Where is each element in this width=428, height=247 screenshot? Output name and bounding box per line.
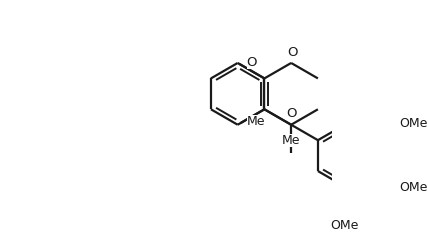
Text: O: O (286, 107, 297, 120)
Text: O: O (288, 46, 298, 59)
Text: Me: Me (282, 134, 300, 147)
Text: OMe: OMe (399, 118, 428, 130)
Text: O: O (247, 56, 257, 69)
Text: OMe: OMe (330, 219, 359, 232)
Text: OMe: OMe (399, 181, 428, 194)
Text: Me: Me (247, 115, 265, 128)
